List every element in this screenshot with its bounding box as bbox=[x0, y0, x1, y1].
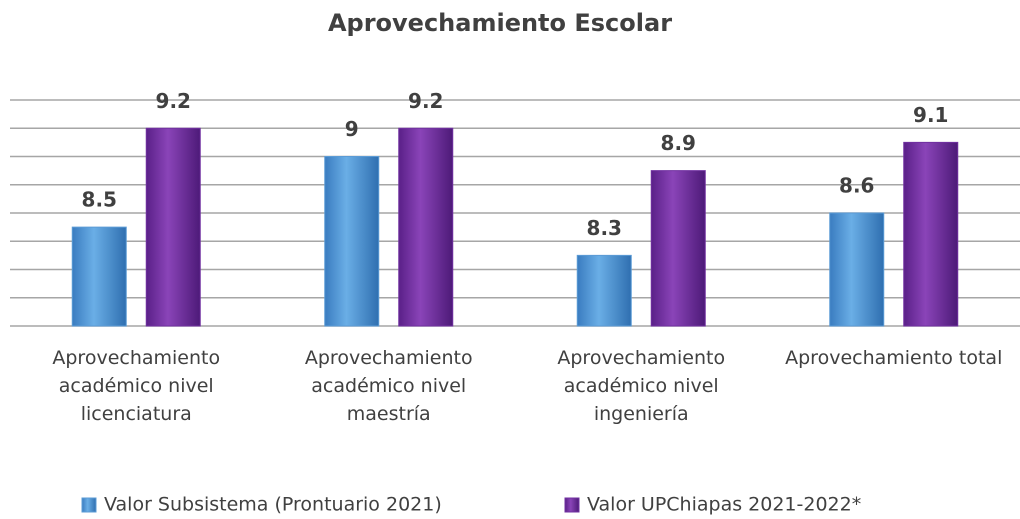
value-label: 9.2 bbox=[156, 89, 191, 113]
x-tick-label: Aprovechamiento académico nivel licencia… bbox=[52, 347, 221, 425]
legend-swatch bbox=[81, 497, 97, 513]
x-tick-label: Aprovechamiento académico nivel ingenier… bbox=[557, 347, 726, 425]
value-label: 8.3 bbox=[587, 216, 622, 240]
value-label: 9.1 bbox=[913, 103, 948, 127]
value-label: 9.2 bbox=[408, 89, 443, 113]
value-label: 8.5 bbox=[82, 188, 117, 212]
value-label: 9 bbox=[345, 117, 359, 141]
x-tick-label: Aprovechamiento total bbox=[785, 347, 1003, 369]
bar bbox=[398, 127, 454, 327]
x-tick-label: Aprovechamiento académico nivel maestría bbox=[304, 347, 473, 425]
bar bbox=[903, 141, 959, 327]
chart-title: Aprovechamiento Escolar bbox=[328, 9, 672, 37]
bar bbox=[71, 226, 127, 327]
bar bbox=[324, 156, 380, 327]
value-label: 8.9 bbox=[661, 131, 696, 155]
legend-swatch bbox=[564, 497, 580, 513]
value-label: 8.6 bbox=[839, 174, 874, 198]
bar bbox=[650, 170, 706, 327]
legend-label: Valor UPChiapas 2021-2022* bbox=[587, 494, 861, 516]
bar bbox=[829, 212, 885, 327]
bar bbox=[145, 127, 201, 327]
legend-label: Valor Subsistema (Prontuario 2021) bbox=[104, 494, 442, 516]
bar bbox=[576, 254, 632, 327]
